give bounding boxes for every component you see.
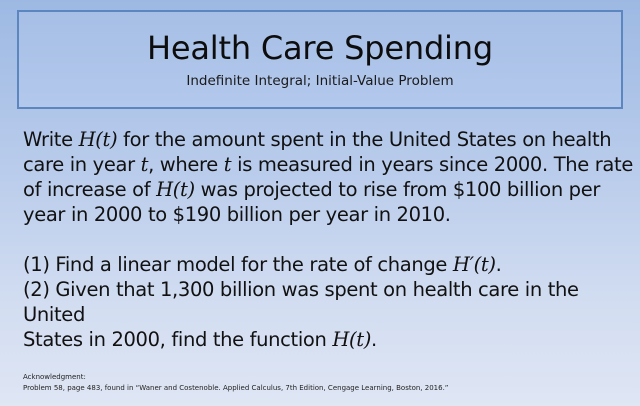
math-H-of-t: H(t) (78, 128, 118, 151)
text: of increase of (23, 178, 157, 201)
acknowledgment-text: Problem 58, page 483, found in “Waner an… (23, 384, 449, 392)
math-H-prime-of-t: H′(t) (452, 253, 496, 276)
text: care in year (23, 153, 141, 176)
math-H-of-t: H(t) (332, 328, 372, 351)
problem-line-2: care in year t, where t is measured in y… (23, 152, 633, 177)
text: . (371, 328, 377, 351)
text: , where (148, 153, 224, 176)
text: for the amount spent in the United State… (117, 128, 612, 151)
slide-title: Health Care Spending (147, 29, 493, 67)
problem-line-1: Write H(t) for the amount spent in the U… (23, 127, 633, 152)
text: (1) Find a linear model for the rate of … (23, 253, 453, 276)
text: States in 2000, find the function (23, 328, 333, 351)
text: was projected to rise from $100 billion … (194, 178, 601, 201)
slide-subtitle: Indefinite Integral; Initial-Value Probl… (186, 73, 454, 89)
math-H-of-t: H(t) (156, 178, 195, 201)
text: is measured in years since 2000. The rat… (231, 153, 633, 176)
problem-line-4: year in 2000 to $190 billion per year in… (23, 203, 451, 226)
acknowledgment-label: Acknowledgment: (23, 373, 86, 381)
math-t: t (140, 153, 149, 176)
text: . (495, 253, 502, 276)
text: Write (23, 128, 79, 151)
title-box: Health Care Spending Indefinite Integral… (17, 10, 623, 109)
problem-line-3: of increase of H(t) was projected to ris… (23, 177, 633, 202)
acknowledgment: Acknowledgment: Problem 58, page 483, fo… (23, 372, 448, 394)
problem-body: Write H(t) for the amount spent in the U… (23, 127, 633, 352)
question-2-line-1: (2) Given that 1,300 billion was spent o… (23, 278, 579, 326)
question-1: (1) Find a linear model for the rate of … (23, 252, 633, 277)
math-t: t (223, 153, 232, 176)
question-2-line-2: States in 2000, find the function H(t). (23, 327, 633, 352)
